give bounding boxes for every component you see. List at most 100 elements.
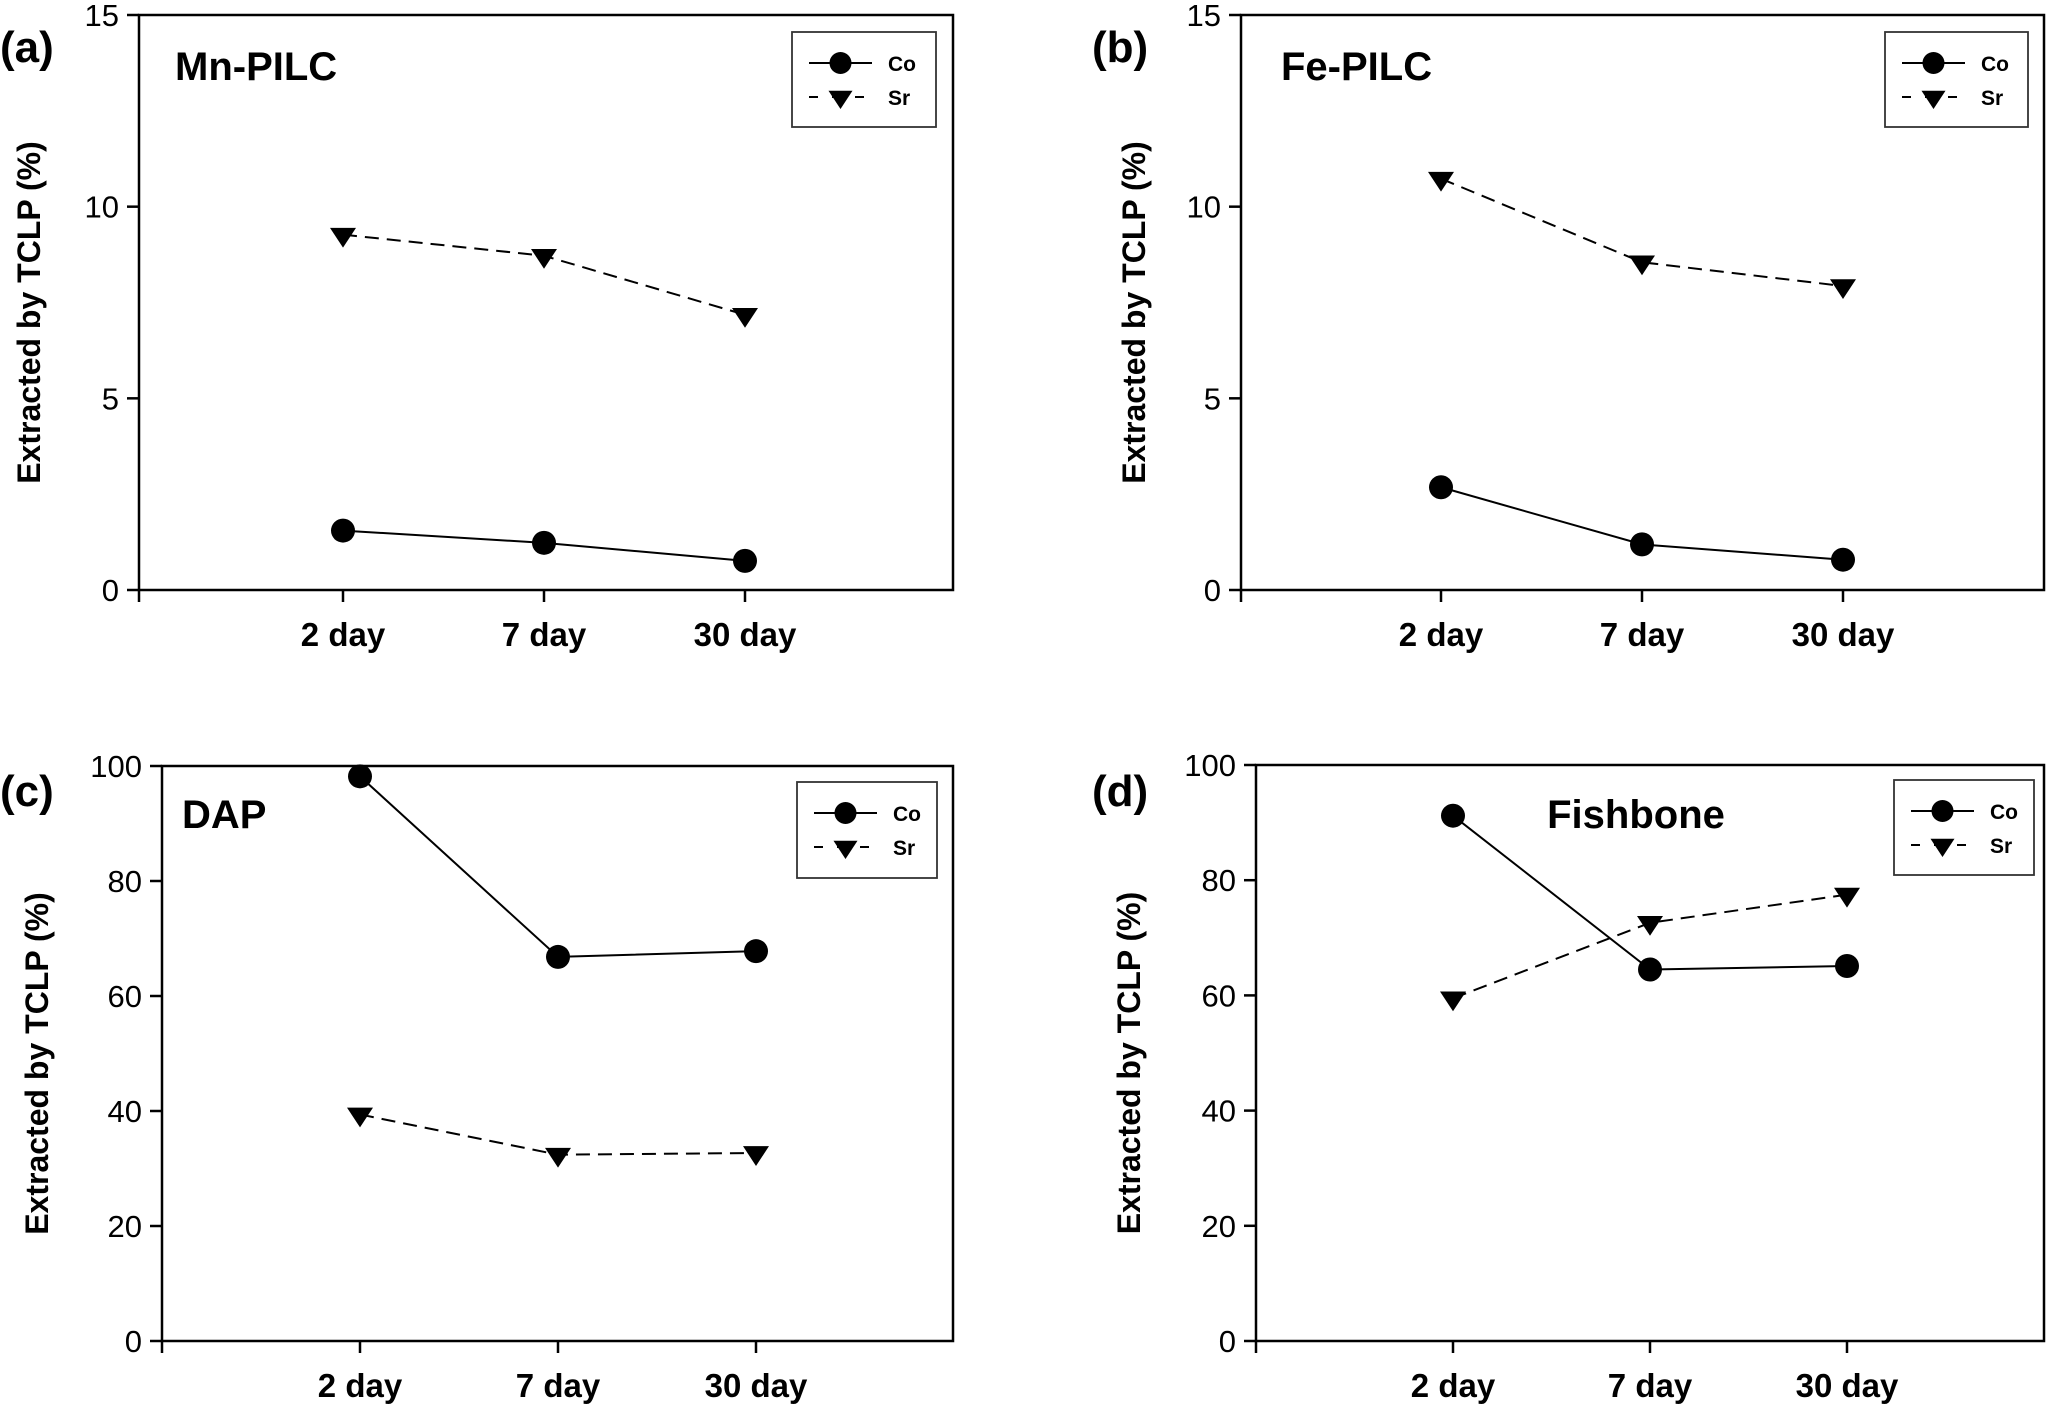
data-point-co	[1630, 532, 1654, 557]
y-tick-label: 0	[1219, 1324, 1236, 1359]
legend-label: Sr	[893, 837, 915, 860]
y-tick-label: 10	[85, 190, 119, 225]
y-tick-label: 80	[108, 864, 142, 899]
legend-circle-icon	[1931, 800, 1954, 822]
series-co	[348, 764, 768, 969]
x-tick-label: 30 day	[705, 1367, 808, 1404]
legend: Co Sr	[1884, 31, 2029, 128]
legend-triangle-icon	[828, 90, 853, 109]
y-tick-label: 15	[85, 0, 119, 33]
y-tick-label: 40	[1202, 1094, 1236, 1129]
x-tick-label: 2 day	[318, 1367, 403, 1404]
legend-circle-icon	[834, 802, 857, 824]
data-point-co	[1831, 547, 1855, 572]
legend-label: Sr	[888, 87, 910, 110]
data-point-co	[1638, 957, 1662, 982]
legend: Co Sr	[796, 781, 938, 879]
plot-frame	[137, 13, 955, 592]
series-sr	[330, 227, 758, 328]
data-point-sr	[1834, 887, 1860, 908]
data-point-co	[744, 939, 768, 964]
legend-label: Co	[1981, 53, 2009, 76]
x-tick-label: 7 day	[1600, 616, 1685, 653]
data-point-sr	[330, 227, 356, 248]
series-line-sr	[1452, 893, 1848, 1000]
panel-letter: (d)	[1092, 767, 1148, 816]
y-tick-label: 0	[125, 1324, 142, 1359]
legend-label: Sr	[1981, 87, 2003, 110]
y-tick-label: 100	[1184, 748, 1236, 783]
data-point-co	[348, 764, 372, 789]
data-point-sr	[1830, 279, 1856, 299]
x-tick-label: 2 day	[1411, 1367, 1496, 1404]
x-tick-label: 7 day	[516, 1367, 601, 1404]
legend-box	[796, 781, 938, 879]
panel-d: 0 20 40 60 80 100 2 day 7 day 30 day Extracted by…	[1092, 748, 2046, 1404]
legend-box	[1893, 779, 2035, 876]
legend-label: Co	[893, 803, 921, 826]
data-point-co	[532, 530, 556, 555]
legend-triangle-icon	[1930, 838, 1955, 857]
data-point-co	[1441, 803, 1465, 828]
panel-title: Fe-PILC	[1281, 45, 1432, 89]
panel-a: 0 5 10 15 2 day 7 day 30 day Extracted by TCLP …	[0, 0, 955, 653]
series-co	[1429, 475, 1855, 572]
y-axis-title: Extracted by TCLP (%)	[1116, 141, 1152, 484]
x-tick-label: 7 day	[502, 616, 587, 653]
y-tick-label: 80	[1202, 863, 1236, 898]
legend: Co Sr	[1893, 779, 2035, 876]
y-tick-label: 20	[108, 1209, 142, 1244]
y-tick-label: 5	[102, 381, 119, 416]
y-tick-label: 40	[108, 1094, 142, 1129]
y-tick-label: 60	[1202, 978, 1236, 1013]
series-line-sr	[342, 233, 746, 316]
legend-triangle-icon	[833, 840, 858, 859]
series-sr	[1440, 887, 1860, 1012]
data-point-sr	[531, 248, 557, 269]
x-tick-label: 2 day	[301, 616, 386, 653]
y-tick-label: 0	[1204, 573, 1221, 608]
data-point-co	[331, 518, 355, 543]
legend-box	[791, 31, 937, 128]
y-tick-label: 0	[102, 573, 119, 608]
panel-c: 0 20 40 60 80 100 2 day 7 day 30 day Extracted by…	[0, 749, 955, 1404]
series-co	[1441, 803, 1859, 982]
y-axis-title: Extracted by TCLP (%)	[19, 892, 55, 1235]
y-tick-label: 10	[1187, 190, 1221, 225]
data-point-sr	[1629, 255, 1655, 276]
x-tick-label: 7 day	[1608, 1367, 1693, 1404]
y-tick-label: 100	[90, 749, 142, 784]
y-tick-label: 60	[108, 979, 142, 1014]
legend-box	[1884, 31, 2029, 128]
data-point-sr	[347, 1107, 373, 1128]
data-point-sr	[732, 307, 758, 328]
series-line-co	[359, 775, 757, 958]
series-sr	[347, 1107, 769, 1168]
panel-title: DAP	[182, 793, 266, 837]
x-tick-label: 2 day	[1399, 616, 1484, 653]
data-point-sr	[1440, 991, 1466, 1012]
x-tick-label: 30 day	[1792, 616, 1895, 653]
legend-label: Co	[1990, 801, 2018, 824]
series-line-sr	[1440, 177, 1844, 288]
y-tick-label: 20	[1202, 1209, 1236, 1244]
legend-triangle-icon	[1921, 90, 1946, 109]
data-point-co	[1429, 475, 1453, 500]
x-tick-label: 30 day	[694, 616, 797, 653]
legend: Co Sr	[791, 31, 937, 128]
panel-b: 0 5 10 15 2 day 7 day 30 day Extracted by TCLP …	[1092, 0, 2046, 653]
data-point-sr	[743, 1146, 769, 1166]
legend-label: Sr	[1990, 835, 2012, 858]
data-point-sr	[1428, 171, 1454, 192]
panel-title: Mn-PILC	[175, 45, 337, 89]
y-tick-label: 5	[1204, 381, 1221, 416]
series-co	[331, 518, 757, 573]
data-point-sr	[545, 1147, 571, 1168]
legend-circle-icon	[1922, 52, 1945, 74]
x-tick-label: 30 day	[1796, 1367, 1899, 1404]
y-axis-title: Extracted by TCLP (%)	[1111, 892, 1147, 1235]
series-line-co	[1452, 814, 1848, 971]
panel-letter: (a)	[0, 23, 54, 72]
y-tick-label: 15	[1187, 0, 1221, 33]
